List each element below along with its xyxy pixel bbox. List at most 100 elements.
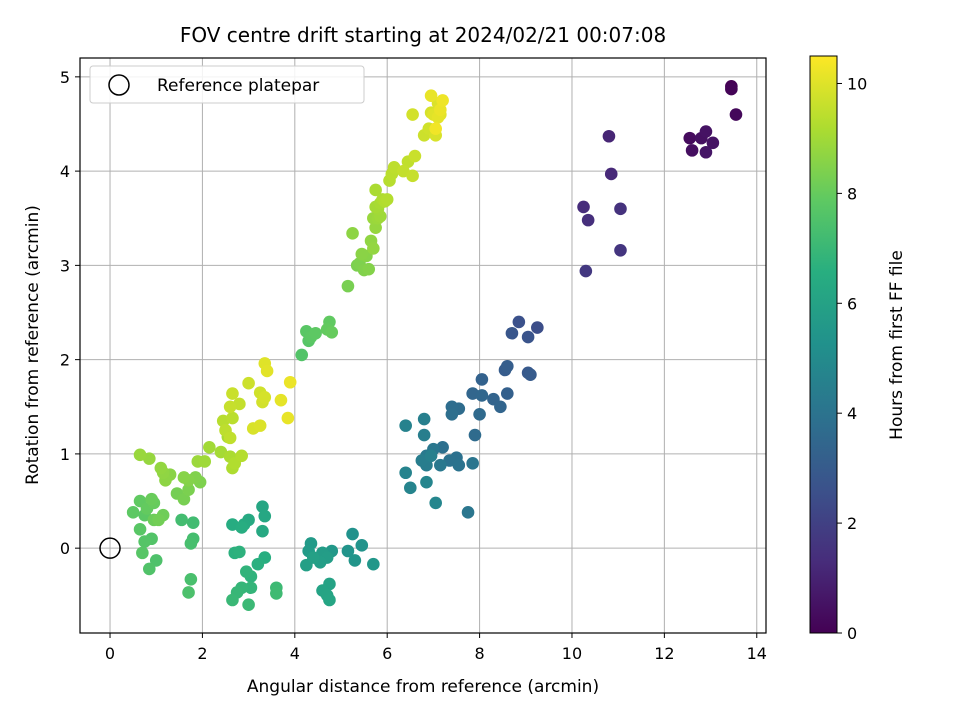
data-point <box>417 412 431 426</box>
data-point <box>235 449 248 463</box>
data-point <box>295 348 309 362</box>
data-point <box>177 492 191 506</box>
data-point <box>399 419 412 432</box>
data-point <box>420 475 433 489</box>
data-point <box>417 428 431 442</box>
x-tick-label: 10 <box>562 644 582 663</box>
data-point <box>429 122 443 135</box>
data-point <box>461 506 475 519</box>
data-point <box>341 279 355 293</box>
data-point <box>475 389 489 402</box>
data-point <box>274 393 288 407</box>
data-point <box>521 330 535 344</box>
data-point <box>424 89 438 103</box>
data-point <box>145 492 158 506</box>
data-point <box>494 400 507 414</box>
data-point <box>505 326 519 340</box>
data-point <box>725 82 738 96</box>
legend-box <box>89 65 365 104</box>
x-tick-label: 0 <box>105 644 115 663</box>
data-point <box>434 458 447 472</box>
chart-title: FOV centre drift starting at 2024/02/21 … <box>180 23 666 47</box>
colorbar-tick-label: 0 <box>847 624 857 643</box>
data-point <box>473 408 486 421</box>
data-point <box>581 213 595 227</box>
colorbar-gradient <box>809 55 838 634</box>
data-point <box>306 551 320 564</box>
data-point <box>408 149 422 163</box>
x-axis-label: Angular distance from reference (arcmin) <box>247 677 599 697</box>
colorbar-tick-label: 10 <box>847 74 867 93</box>
colorbar-ticks: 0 2 4 6 8 10 <box>837 74 867 643</box>
data-point <box>468 428 482 442</box>
data-point <box>614 243 627 257</box>
data-point <box>501 387 514 400</box>
data-point <box>177 471 191 484</box>
y-tick-label: 0 <box>60 539 70 558</box>
data-point <box>203 441 216 454</box>
colorbar-tick-label: 2 <box>847 514 857 533</box>
data-point <box>341 544 355 558</box>
data-point <box>355 539 369 552</box>
data-point <box>706 136 720 150</box>
data-point <box>729 108 743 121</box>
data-point <box>175 513 188 527</box>
x-tick-label: 14 <box>747 644 767 663</box>
data-point <box>406 108 419 121</box>
data-point <box>242 598 255 612</box>
x-tick-label: 8 <box>474 644 484 663</box>
data-point <box>685 144 699 157</box>
data-point <box>445 408 459 421</box>
data-point <box>367 242 380 255</box>
data-point <box>270 587 283 600</box>
data-point <box>475 373 489 386</box>
data-point <box>323 593 336 607</box>
y-tick-label: 5 <box>60 68 70 87</box>
data-point <box>309 326 322 340</box>
legend: Reference platepar <box>89 65 365 104</box>
data-point <box>149 554 163 567</box>
data-point <box>186 516 200 530</box>
x-tick-label: 12 <box>654 644 674 663</box>
data-point <box>235 521 248 534</box>
data-point <box>226 593 239 607</box>
data-point <box>154 461 168 475</box>
data-point <box>325 326 339 339</box>
data-point <box>424 449 438 463</box>
data-point <box>226 387 239 400</box>
data-point <box>579 264 593 278</box>
data-point <box>184 572 198 586</box>
y-tick-label: 2 <box>60 351 70 370</box>
data-point <box>256 524 269 538</box>
data-point <box>369 221 382 234</box>
data-point <box>126 506 140 519</box>
data-point <box>244 581 258 595</box>
x-tick-label: 2 <box>197 644 207 663</box>
data-point <box>602 129 616 143</box>
reference-point-marker <box>99 537 121 559</box>
data-point <box>683 131 697 145</box>
colorbar: 0 2 4 6 8 10 Hours from first FF file <box>809 55 907 643</box>
data-point <box>251 557 265 571</box>
data-point <box>256 500 269 513</box>
data-point <box>524 368 537 382</box>
data-point <box>452 458 466 472</box>
data-point <box>283 375 297 389</box>
data-point <box>699 125 713 138</box>
data-point <box>253 419 267 432</box>
data-point <box>138 535 151 548</box>
data-point <box>577 200 590 214</box>
data-point <box>699 145 713 159</box>
data-point <box>184 537 198 550</box>
data-point <box>355 247 369 261</box>
legend-marker-icon <box>108 74 130 96</box>
data-point <box>223 400 237 414</box>
x-tick-label: 4 <box>290 644 300 663</box>
colorbar-tick-label: 8 <box>847 184 857 203</box>
data-point <box>258 509 272 523</box>
data-point <box>242 376 255 390</box>
data-point <box>367 557 380 571</box>
data-point <box>233 545 246 559</box>
data-point <box>346 527 359 541</box>
